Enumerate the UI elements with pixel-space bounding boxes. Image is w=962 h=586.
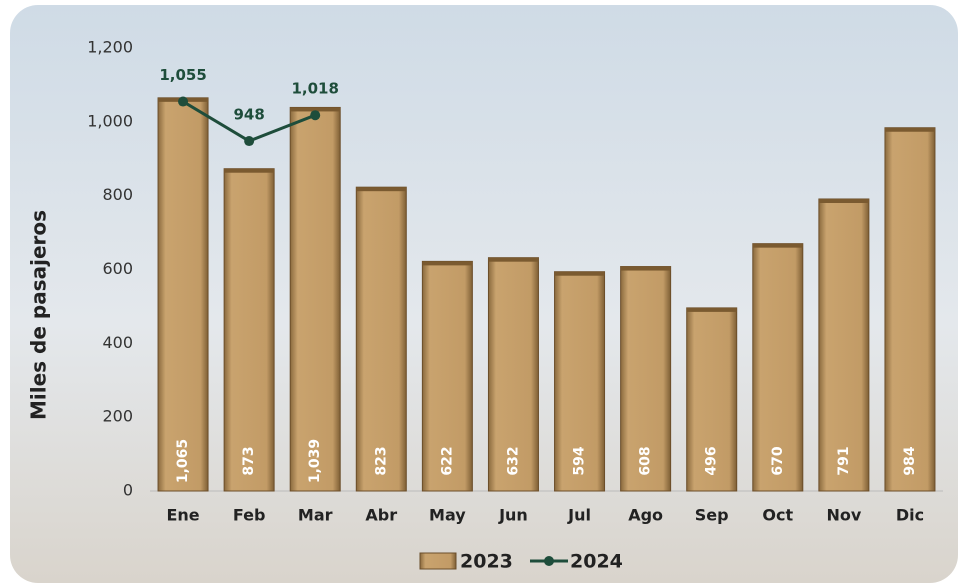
bar-top bbox=[686, 307, 737, 312]
bar-top bbox=[224, 168, 275, 173]
bar bbox=[620, 266, 672, 492]
bar-top bbox=[884, 127, 935, 132]
value-label: 791 bbox=[836, 446, 852, 475]
bar-top bbox=[290, 107, 341, 112]
value-label: 1,065 bbox=[175, 439, 191, 483]
legend-swatch bbox=[419, 552, 457, 570]
bar bbox=[554, 271, 606, 492]
x-tick-label: Oct bbox=[762, 506, 793, 525]
x-tick-label: Feb bbox=[233, 506, 266, 525]
bar bbox=[884, 127, 936, 492]
value-label: 948 bbox=[233, 106, 264, 124]
y-axis-label: Miles de pasajeros bbox=[27, 210, 51, 420]
value-label: 496 bbox=[704, 446, 720, 475]
bar bbox=[355, 186, 407, 492]
bar bbox=[421, 260, 473, 492]
y-tick-label: 0 bbox=[123, 481, 133, 500]
value-label: 594 bbox=[572, 446, 588, 475]
bar bbox=[223, 168, 275, 492]
point bbox=[310, 110, 321, 121]
legend-label: 2024 bbox=[570, 551, 623, 573]
x-tick-label: Jun bbox=[498, 506, 528, 525]
value-label: 823 bbox=[373, 446, 389, 475]
value-label: 1,018 bbox=[291, 80, 338, 98]
y-tick-label: 1,000 bbox=[87, 111, 133, 130]
y-tick-label: 800 bbox=[102, 185, 133, 204]
value-label: 622 bbox=[439, 446, 455, 475]
y-tick-label: 1,200 bbox=[87, 38, 133, 57]
legend-point bbox=[544, 556, 554, 566]
value-label: 984 bbox=[902, 446, 918, 475]
bar-top bbox=[356, 187, 407, 192]
bar-top bbox=[488, 257, 539, 262]
value-label: 632 bbox=[505, 446, 521, 475]
value-label: 1,055 bbox=[159, 66, 206, 84]
y-tick-label: 400 bbox=[102, 333, 133, 352]
bar bbox=[157, 97, 209, 492]
y-tick-label: 200 bbox=[102, 407, 133, 426]
bar bbox=[289, 106, 341, 492]
x-tick-label: Jul bbox=[567, 506, 591, 525]
bar-top bbox=[620, 266, 671, 271]
bar-top bbox=[422, 261, 473, 266]
value-label: 608 bbox=[638, 446, 654, 475]
x-tick-label: Ene bbox=[166, 506, 199, 525]
x-tick-label: Mar bbox=[298, 506, 333, 525]
background bbox=[10, 5, 958, 583]
bar-top bbox=[554, 271, 605, 276]
value-label: 1,039 bbox=[307, 439, 323, 483]
point bbox=[244, 136, 255, 147]
x-tick-label: Dic bbox=[896, 506, 924, 525]
x-tick-label: Sep bbox=[695, 506, 729, 525]
x-tick-label: Ago bbox=[628, 506, 663, 525]
x-tick-label: Nov bbox=[826, 506, 861, 525]
value-label: 670 bbox=[770, 446, 786, 475]
legend-label: 2023 bbox=[460, 551, 513, 573]
x-tick-label: May bbox=[429, 506, 466, 525]
bar bbox=[818, 198, 870, 492]
bar-top bbox=[818, 198, 869, 203]
bar bbox=[752, 243, 804, 492]
x-tick-label: Abr bbox=[365, 506, 397, 525]
value-label: 873 bbox=[241, 446, 257, 475]
bar bbox=[487, 257, 539, 492]
point bbox=[178, 96, 189, 107]
y-tick-label: 600 bbox=[102, 259, 133, 278]
bar-top bbox=[752, 243, 803, 248]
